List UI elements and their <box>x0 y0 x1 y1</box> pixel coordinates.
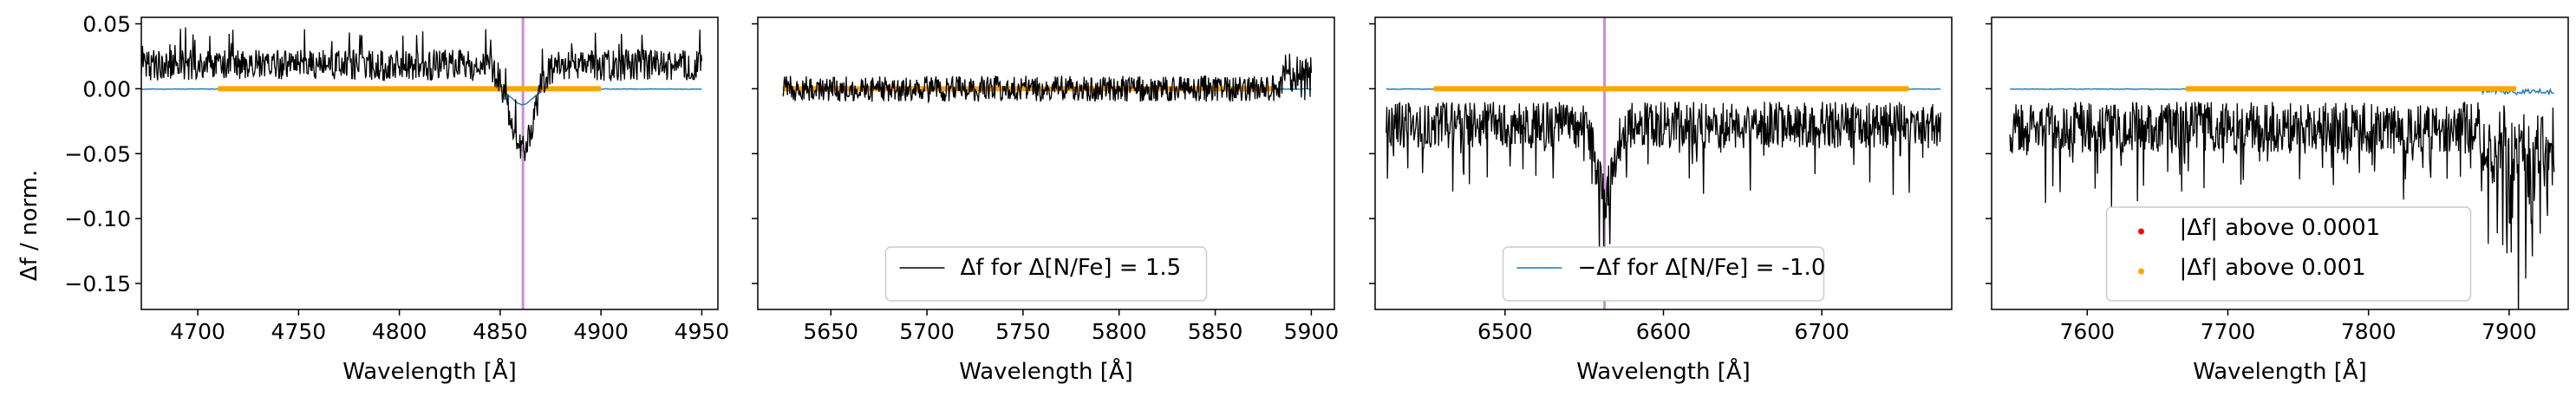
y-axis-label: Δf / norm. <box>16 170 42 281</box>
legend-box <box>884 246 1208 302</box>
axes-frame <box>757 16 1335 310</box>
x-tick-label: 4850 <box>473 319 528 344</box>
legend-box <box>2105 206 2472 302</box>
legend-label: −Δf for Δ[N/Fe] = -1.0 <box>1578 255 1826 281</box>
y-tick-label: −0.15 <box>64 271 131 296</box>
series-diff <box>782 53 1313 104</box>
legend-label: Δf for Δ[N/Fe] = 1.5 <box>961 255 1182 281</box>
legend-label: |Δf| above 0.001 <box>2180 255 2366 281</box>
x-tick-label: 7600 <box>2059 319 2115 344</box>
y-tick-label: 0.00 <box>82 76 131 101</box>
legend-marker <box>2138 268 2144 275</box>
x-tick-label: 4950 <box>675 319 730 344</box>
legend-marker <box>2138 228 2144 235</box>
x-tick-label: 4700 <box>170 319 225 344</box>
x-tick-label: 4900 <box>573 319 629 344</box>
panel-2: 5650 5700 5750 5800 5850 5900 Wavelength [Å] Δf… <box>752 16 1340 385</box>
axes-frame <box>140 16 719 310</box>
axes-frame <box>1991 16 2569 310</box>
x-tick-label: 7900 <box>2481 319 2537 344</box>
x-tick-label: 5650 <box>803 319 858 344</box>
x-axis-label: Wavelength [Å] <box>1576 357 1751 385</box>
x-tick-label: 4800 <box>372 319 427 344</box>
x-tick-label: 5900 <box>1284 319 1340 344</box>
x-tick-label: 6600 <box>1636 319 1692 344</box>
x-axis-label: Wavelength [Å] <box>342 357 517 385</box>
y-tick-label: −0.10 <box>64 206 131 231</box>
legend-label: |Δf| above 0.0001 <box>2180 215 2381 241</box>
x-tick-label: 4750 <box>271 319 327 344</box>
y-tick-label: 0.05 <box>82 11 131 36</box>
series-diff <box>1386 101 1941 254</box>
panel-1: 4700 4750 4800 4850 4900 4950 0.05 0.00 −0.05 −0.… <box>64 11 729 385</box>
series-diff <box>2009 101 2555 309</box>
panel-3: 6500 6600 6700 Wavelength [Å] −Δf for Δ[N/Fe… <box>1369 16 1953 385</box>
x-tick-label: 6700 <box>1794 319 1849 344</box>
legend: −Δf for Δ[N/Fe] = -1.0 <box>1502 246 1826 302</box>
legend-box <box>1502 246 1825 302</box>
plot-area <box>782 53 1313 104</box>
x-axis-label: Wavelength [Å] <box>959 357 1133 385</box>
legend: |Δf| above 0.0001 |Δf| above 0.001 <box>2105 206 2472 302</box>
legend: Δf for Δ[N/Fe] = 1.5 <box>884 246 1208 302</box>
x-tick-label: 5700 <box>899 319 955 344</box>
plot-area <box>2009 86 2555 309</box>
x-tick-label: 5850 <box>1188 319 1243 344</box>
x-tick-label: 6500 <box>1477 319 1533 344</box>
panel-4: 7600 7700 7800 7900 Wavelength [Å] |Δf| above… <box>1986 16 2569 385</box>
x-tick-label: 5750 <box>995 319 1051 344</box>
x-tick-label: 7800 <box>2341 319 2397 344</box>
x-axis-label: Wavelength [Å] <box>2193 357 2367 385</box>
y-tick-label: −0.05 <box>64 141 131 166</box>
plot-area <box>141 17 703 309</box>
x-tick-label: 7700 <box>2201 319 2256 344</box>
x-tick-label: 5800 <box>1092 319 1147 344</box>
series-diff <box>141 27 703 161</box>
